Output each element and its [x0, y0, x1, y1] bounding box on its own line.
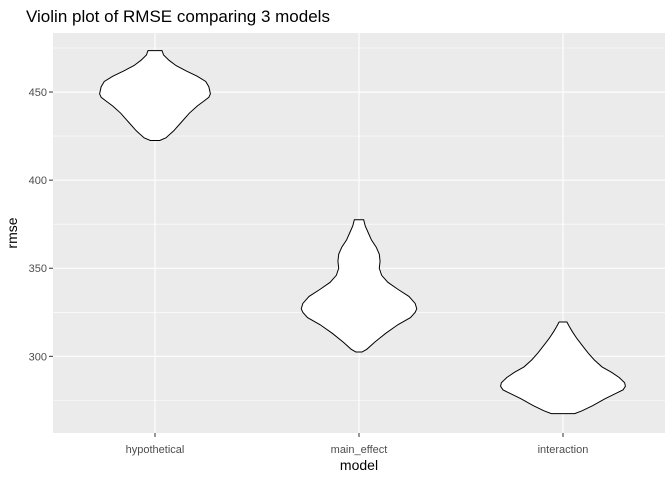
chart-title: Violin plot of RMSE comparing 3 models [26, 7, 330, 26]
violin-main_effect [300, 219, 418, 353]
x-tick-label: interaction [538, 444, 589, 456]
y-tick-label: 400 [29, 175, 47, 187]
y-tick-label: 350 [29, 263, 47, 275]
violin-interaction [500, 321, 626, 415]
y-axis-title: rmse [4, 217, 20, 248]
violin-layer [99, 50, 626, 415]
violin-hypothetical [99, 50, 211, 141]
x-tick-label: main_effect [331, 444, 388, 456]
x-axis-title: model [340, 457, 378, 473]
x-tick-label: hypothetical [126, 444, 185, 456]
y-tick-label: 450 [29, 87, 47, 99]
axis-layer: 300 350 400 450 hypothetical main_effect inter… [29, 87, 589, 456]
y-tick-label: 300 [29, 351, 47, 363]
